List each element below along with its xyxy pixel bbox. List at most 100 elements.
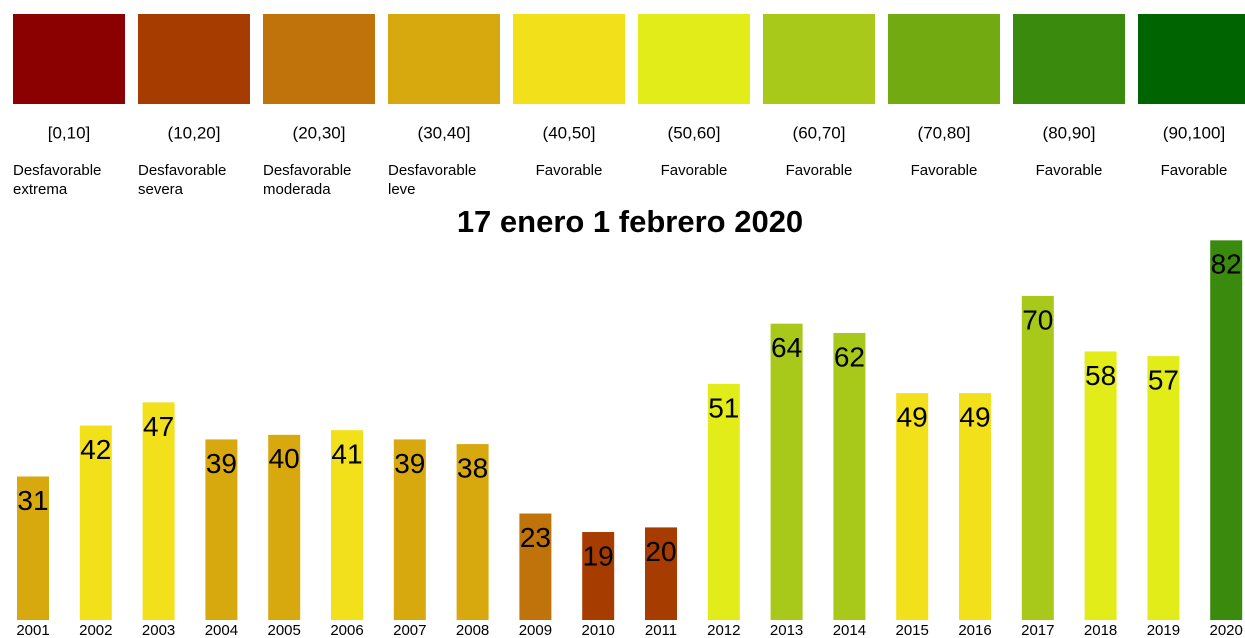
x-tick-label: 2009 — [519, 622, 552, 638]
x-tick-label: 2010 — [582, 622, 615, 638]
legend-range: [0,10] — [48, 123, 91, 142]
x-tick-label: 2019 — [1147, 622, 1180, 638]
bar — [645, 527, 677, 620]
value-label: 38 — [457, 452, 488, 483]
legend-label-text: Favorable — [660, 162, 728, 179]
bar — [1147, 356, 1180, 620]
value-label: 39 — [394, 448, 425, 479]
x-tick-label: 2013 — [770, 622, 803, 638]
chart-title: 17 enero 1 febrero 2020 — [457, 204, 803, 239]
legend-swatch — [763, 14, 875, 104]
bar — [456, 444, 489, 620]
bar — [959, 393, 991, 620]
legend-swatch — [138, 14, 250, 104]
legend-range: (40,50] — [543, 123, 596, 142]
value-label: 57 — [1148, 364, 1179, 395]
bar — [79, 425, 112, 620]
x-tick-label: 2007 — [393, 622, 426, 638]
legend-label-text: Favorable — [535, 162, 603, 179]
legend-swatch — [888, 14, 1000, 104]
value-label: 58 — [1085, 360, 1116, 391]
legend-label: Favorable — [1013, 161, 1125, 180]
legend-label: Favorable — [888, 161, 1000, 180]
x-tick-label: 2008 — [456, 622, 489, 638]
x-tick-label: 2012 — [707, 622, 740, 638]
value-label: 49 — [959, 402, 990, 433]
x-tick-label: 2003 — [142, 622, 175, 638]
value-label: 40 — [269, 443, 300, 474]
value-label: 23 — [520, 522, 551, 553]
bar — [1084, 351, 1117, 620]
value-label: 49 — [897, 402, 928, 433]
bar — [707, 383, 740, 620]
value-label: 64 — [771, 332, 802, 363]
value-label: 51 — [708, 392, 739, 423]
legend-range: (90,100] — [1163, 123, 1225, 142]
legend-label-text: Favorable — [1035, 162, 1103, 179]
legend-range: (20,30] — [293, 123, 346, 142]
bar — [17, 476, 49, 620]
legend-swatch — [13, 14, 125, 104]
bar — [142, 402, 175, 620]
bar — [519, 513, 552, 620]
bar — [770, 323, 803, 620]
value-label: 62 — [834, 341, 865, 372]
bar — [896, 393, 929, 620]
bar — [582, 532, 615, 620]
value-label: 82 — [1211, 249, 1242, 280]
legend-label: Desfavorable leve — [388, 161, 500, 199]
x-tick-label: 2006 — [330, 622, 363, 638]
legend-label: Favorable — [638, 161, 750, 180]
x-tick-label: 2004 — [205, 622, 238, 638]
x-tick-label: 2018 — [1084, 622, 1117, 638]
legend-label-text: Desfavorable extrema — [13, 162, 102, 198]
bar — [205, 439, 238, 620]
legend-label: Desfavorable extrema — [13, 161, 125, 199]
legend-swatch — [388, 14, 500, 104]
value-label: 42 — [80, 434, 111, 465]
legend-range: (70,80] — [918, 123, 971, 142]
x-tick-label: 2005 — [268, 622, 301, 638]
bar — [393, 439, 426, 620]
legend-label: Favorable — [513, 161, 625, 180]
x-tick-label: 2016 — [958, 622, 991, 638]
x-tick-label: 2001 — [16, 622, 49, 638]
x-tick-label: 2015 — [896, 622, 929, 638]
legend-swatch — [1013, 14, 1125, 104]
bar — [1021, 295, 1054, 620]
x-tick-label: 2020 — [1210, 622, 1243, 638]
legend-label-text: Desfavorable leve — [388, 162, 477, 198]
legend-range: (30,40] — [418, 123, 471, 142]
value-label: 19 — [583, 540, 614, 571]
legend-swatch — [638, 14, 750, 104]
bar — [833, 332, 866, 620]
value-label: 31 — [17, 485, 48, 516]
x-tick-label: 2014 — [833, 622, 866, 638]
bar — [1210, 240, 1243, 620]
legend-label-text: Desfavorable moderada — [263, 162, 352, 198]
legend-label-text: Favorable — [910, 162, 978, 179]
value-label: 47 — [143, 411, 174, 442]
legend-label-text: Favorable — [1160, 162, 1228, 179]
legend-label-text: Favorable — [785, 162, 853, 179]
legend-swatch — [513, 14, 625, 104]
value-label: 41 — [331, 439, 362, 470]
x-tick-label: 2002 — [79, 622, 112, 638]
legend-label: Favorable — [763, 161, 875, 180]
value-label: 20 — [645, 536, 676, 567]
legend-label: Favorable — [1138, 161, 1245, 180]
x-tick-label: 2011 — [645, 622, 677, 638]
legend-label: Desfavorable severa — [138, 161, 250, 199]
value-label: 39 — [206, 448, 237, 479]
legend-swatch — [263, 14, 375, 104]
legend-label: Desfavorable moderada — [263, 161, 375, 199]
value-label: 70 — [1022, 304, 1053, 335]
bar — [268, 434, 301, 620]
legend-range: (60,70] — [793, 123, 846, 142]
legend-label-text: Desfavorable severa — [138, 162, 227, 198]
legend-range: (10,20] — [168, 123, 221, 142]
bar — [331, 430, 363, 620]
x-tick-label: 2017 — [1021, 622, 1054, 638]
